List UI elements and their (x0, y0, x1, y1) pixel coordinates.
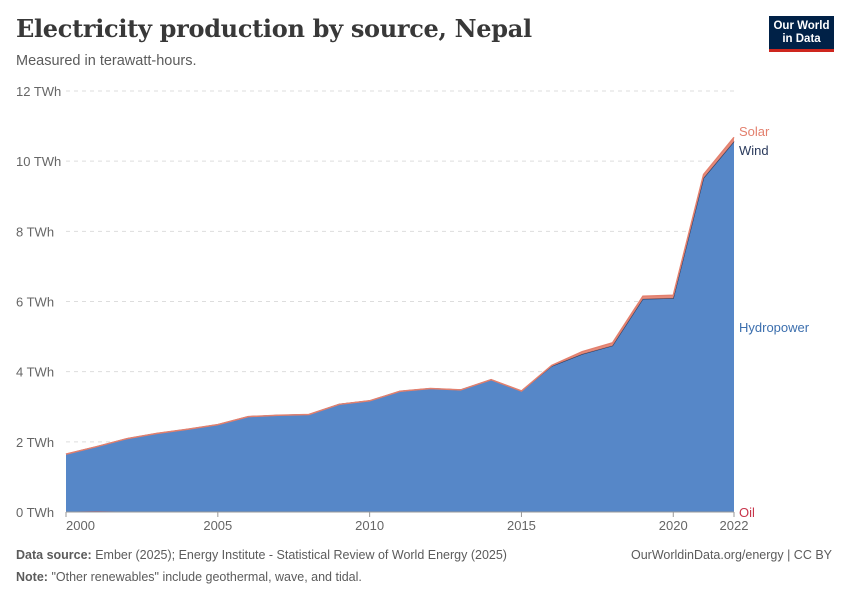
data-source-label: Data source: (16, 548, 92, 562)
x-tick-label: 2005 (203, 518, 232, 533)
y-tick-label: 12 TWh (16, 84, 61, 99)
y-tick-label: 2 TWh (16, 435, 54, 450)
x-tick-label: 2015 (507, 518, 536, 533)
chart-note: Note: "Other renewables" include geother… (16, 570, 362, 584)
chart-subtitle: Measured in terawatt-hours. (16, 53, 197, 69)
series-label-solar: Solar (739, 124, 770, 139)
note-label: Note: (16, 570, 48, 584)
logo-line-2: in Data (782, 33, 821, 45)
y-tick-label: 4 TWh (16, 365, 54, 380)
y-tick-label: 0 TWh (16, 505, 54, 520)
y-tick-label: 8 TWh (16, 224, 54, 239)
x-tick-label: 2020 (659, 518, 688, 533)
area-chart: 0 TWh 2 TWh 4 TWh 6 TWh 8 TWh 10 TWh 12 TWh 200… (16, 84, 810, 533)
chart-title: Electricity production by source, Nepal (16, 14, 532, 43)
note-text: "Other renewables" include geothermal, w… (51, 570, 362, 584)
x-tick-label: 2022 (720, 518, 749, 533)
series-label-hydropower: Hydropower (739, 320, 810, 335)
logo-line-1: Our World (773, 20, 830, 32)
data-source-text: Ember (2025); Energy Institute - Statist… (95, 548, 507, 562)
series-label-wind: Wind (739, 143, 769, 158)
credit-link[interactable]: OurWorldinData.org/energy | CC BY (630, 548, 832, 562)
x-tick-label: 2010 (355, 518, 384, 533)
y-tick-label: 10 TWh (16, 154, 61, 169)
data-source: Data source: Ember (2025); Energy Instit… (16, 548, 507, 562)
line-solar (65, 136, 735, 455)
owid-logo[interactable]: Our World in Data (769, 16, 834, 52)
series-label-oil: Oil (739, 505, 755, 520)
area-hydropower (66, 141, 734, 512)
y-tick-label: 6 TWh (16, 295, 54, 310)
x-tick-label: 2000 (66, 518, 95, 533)
